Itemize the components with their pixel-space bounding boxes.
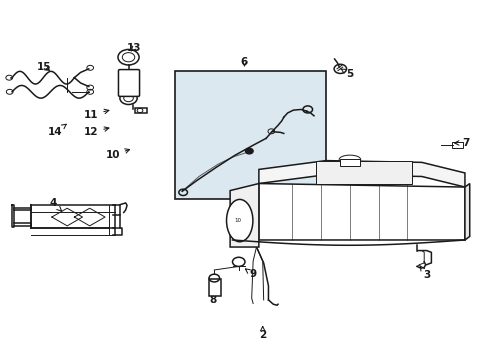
- PathPatch shape: [258, 161, 464, 187]
- Bar: [208, 279, 220, 296]
- Bar: [340, 159, 359, 166]
- Text: 14: 14: [48, 124, 66, 138]
- PathPatch shape: [230, 184, 258, 247]
- Text: 8: 8: [209, 289, 217, 305]
- Text: 10: 10: [105, 149, 129, 160]
- Text: 12: 12: [83, 127, 109, 138]
- Text: 9: 9: [245, 269, 256, 279]
- Text: 6: 6: [241, 57, 247, 67]
- Text: 2: 2: [259, 327, 266, 340]
- Text: 7: 7: [453, 138, 469, 148]
- Text: 4: 4: [49, 198, 61, 211]
- Text: 3: 3: [419, 265, 429, 280]
- Text: 10: 10: [234, 218, 241, 223]
- Ellipse shape: [226, 199, 252, 242]
- Bar: [135, 108, 146, 113]
- Text: 11: 11: [83, 109, 109, 120]
- Text: 5: 5: [340, 69, 353, 79]
- Bar: [451, 141, 462, 148]
- Bar: [175, 71, 325, 199]
- PathPatch shape: [258, 184, 464, 240]
- Circle shape: [245, 148, 253, 154]
- Text: 15: 15: [37, 62, 51, 72]
- PathPatch shape: [464, 184, 469, 240]
- Text: 13: 13: [127, 43, 141, 53]
- Text: 1: 1: [293, 221, 305, 236]
- FancyBboxPatch shape: [118, 69, 139, 96]
- Ellipse shape: [339, 155, 360, 164]
- Bar: [316, 161, 411, 184]
